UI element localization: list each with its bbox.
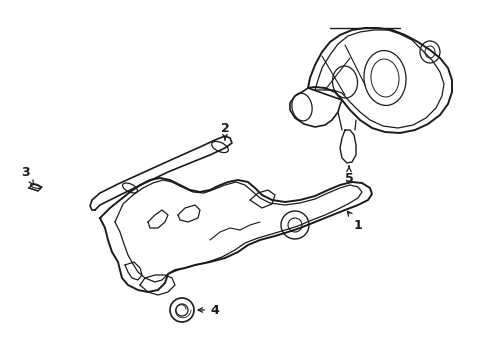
Text: 5: 5 bbox=[344, 166, 353, 185]
Text: 1: 1 bbox=[347, 211, 362, 231]
Text: 4: 4 bbox=[198, 303, 218, 316]
Text: 2: 2 bbox=[220, 122, 229, 140]
Text: 3: 3 bbox=[21, 166, 33, 185]
